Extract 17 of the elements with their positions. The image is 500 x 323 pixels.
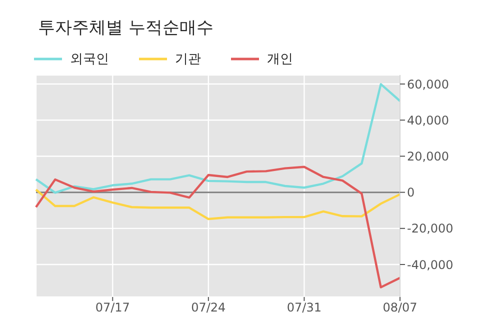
y-tick-label: 20,000	[407, 149, 449, 164]
chart-title: 투자주체별 누적순매수	[38, 17, 214, 39]
x-tick-label: 07/31	[286, 300, 322, 315]
line-series	[34, 83, 402, 194]
line-series	[34, 188, 402, 220]
y-tick-label: 60,000	[407, 77, 449, 92]
legend-label: 외국인	[70, 51, 109, 68]
y-tick-label: 0	[407, 186, 415, 200]
line-series	[34, 166, 402, 288]
x-tick-label: 07/17	[95, 300, 130, 315]
y-tick-label: -40,000	[407, 258, 454, 272]
x-tick-label: 07/24	[191, 300, 226, 315]
x-tick-label: 08/07	[382, 300, 418, 315]
legend-label: 기관	[175, 51, 201, 68]
y-tick-label: 40,000	[407, 113, 449, 128]
y-tick-label: -20,000	[407, 222, 454, 236]
legend-label: 개인	[267, 51, 293, 68]
